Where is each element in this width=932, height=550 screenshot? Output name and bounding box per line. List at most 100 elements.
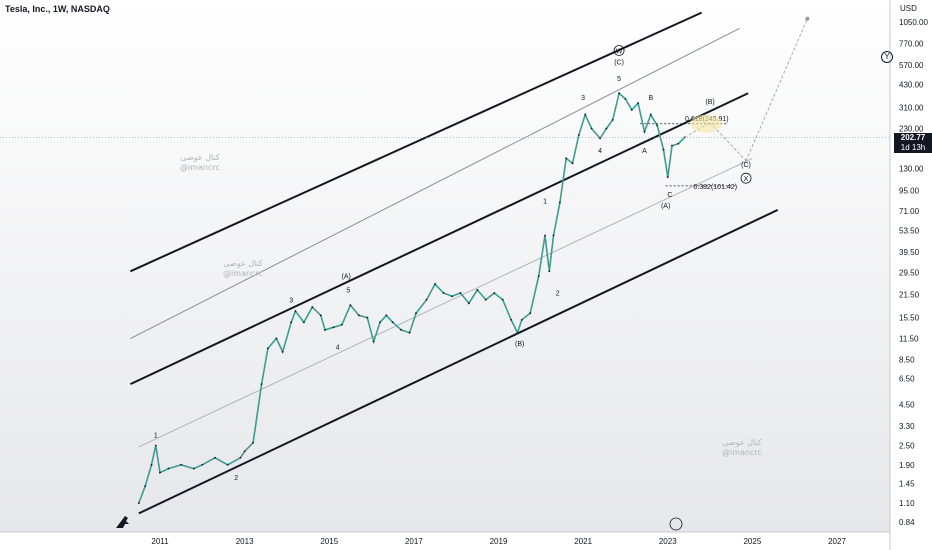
price-tick-label: 95.00 [899, 186, 920, 195]
price-point [144, 485, 147, 488]
price-point [637, 102, 640, 105]
time-tick-label: 2015 [320, 537, 338, 546]
price-point [484, 298, 487, 301]
price-point [252, 441, 254, 444]
price-point [662, 148, 665, 151]
price-point [192, 467, 195, 470]
tradingview-logo-icon [116, 516, 129, 528]
price-point [510, 318, 513, 321]
channel-line-lower-mid [138, 157, 753, 448]
price-point [324, 329, 326, 331]
price-tick-label: 39.50 [899, 248, 920, 257]
price-point [501, 298, 504, 301]
price-tick-label: 4.50 [899, 400, 915, 409]
price-point [618, 92, 620, 95]
price-point [366, 316, 369, 319]
time-tick-label: 2023 [659, 537, 677, 546]
price-tick-label: 71.00 [899, 207, 920, 216]
wave-label: W [616, 48, 623, 55]
price-point [425, 298, 428, 301]
wave-label: (A) [661, 203, 670, 210]
replay-icon[interactable] [669, 517, 683, 531]
symbol-title: Tesla, Inc., 1W, NASDAQ [5, 4, 110, 14]
wave-label: X [744, 176, 749, 183]
channel-line-upper-outer [129, 11, 703, 273]
price-point [400, 329, 403, 331]
price-tick-label: 21.50 [899, 291, 920, 300]
price-point [442, 292, 445, 294]
price-tick-label: 1.10 [899, 499, 915, 508]
price-tick-label: 1.90 [899, 461, 915, 470]
bar-countdown: 1d 13h [900, 143, 926, 152]
log-scale-toggle-icon[interactable]: Y [881, 51, 893, 63]
channel-line-lower-outer [138, 209, 779, 515]
wave-label: 1 [543, 199, 547, 206]
wave-label: 5 [617, 76, 621, 83]
price-point [332, 326, 335, 329]
price-point [516, 331, 519, 334]
fib-level-label: 0.382(101.42) [693, 184, 737, 191]
wave-label: 5 [346, 287, 350, 294]
wave-label: (B) [515, 341, 524, 348]
last-price-badge: 202.77 1d 13h [894, 133, 932, 153]
price-point [159, 471, 161, 474]
price-point [150, 463, 153, 466]
price-tick-label: 3.30 [899, 422, 915, 431]
price-point [201, 463, 204, 466]
price-point [548, 270, 551, 273]
projection-path [745, 18, 808, 161]
price-point [260, 383, 263, 386]
price-point [167, 467, 170, 470]
price-point [677, 142, 680, 145]
price-point [544, 234, 546, 237]
wave-circle [740, 172, 752, 184]
price-tick-label: 230.00 [899, 124, 924, 133]
time-tick-label: 2011 [151, 537, 169, 546]
plot-background [0, 0, 890, 532]
price-point [243, 450, 246, 453]
projection-arrow [805, 16, 810, 21]
price-point [605, 127, 608, 130]
last-price-value: 202.77 [900, 133, 926, 142]
price-point [459, 292, 462, 294]
wave-label: 1 [154, 432, 158, 439]
price-point [372, 340, 375, 343]
price-point [611, 118, 614, 121]
price-point [451, 295, 453, 298]
price-point [290, 321, 293, 324]
time-tick-label: 2017 [405, 537, 423, 546]
wave-label: A [642, 148, 647, 155]
price-point [434, 283, 436, 285]
price-point [302, 321, 305, 324]
price-point [214, 456, 216, 459]
price-point [281, 351, 284, 353]
wave-label: (B) [705, 99, 714, 106]
price-tick-label: 15.50 [899, 314, 920, 323]
price-point [476, 289, 479, 291]
wave-label: C [667, 192, 672, 199]
watermark-handle: @imancrc [223, 269, 263, 278]
time-tick-label: 2027 [828, 537, 846, 546]
currency-label: USD [900, 4, 917, 13]
wave-label: 2 [556, 291, 560, 298]
channel-line-upper-mid [130, 27, 740, 339]
price-tick-label: 11.50 [899, 335, 919, 344]
price-point [537, 275, 540, 278]
price-point [656, 124, 659, 127]
price-point [558, 201, 561, 204]
wave-label: 2 [234, 475, 238, 482]
wave-label: (C) [741, 162, 751, 169]
price-tick-label: 53.50 [899, 227, 920, 236]
time-tick-label: 2019 [490, 537, 508, 546]
price-point [319, 314, 322, 317]
price-point [624, 98, 627, 100]
price-point [391, 321, 394, 324]
price-tick-label: 570.00 [899, 61, 924, 70]
price-point [349, 304, 352, 307]
wave-label: 3 [581, 95, 585, 102]
price-point [571, 162, 574, 165]
price-point [577, 133, 580, 136]
price-point [643, 130, 646, 133]
